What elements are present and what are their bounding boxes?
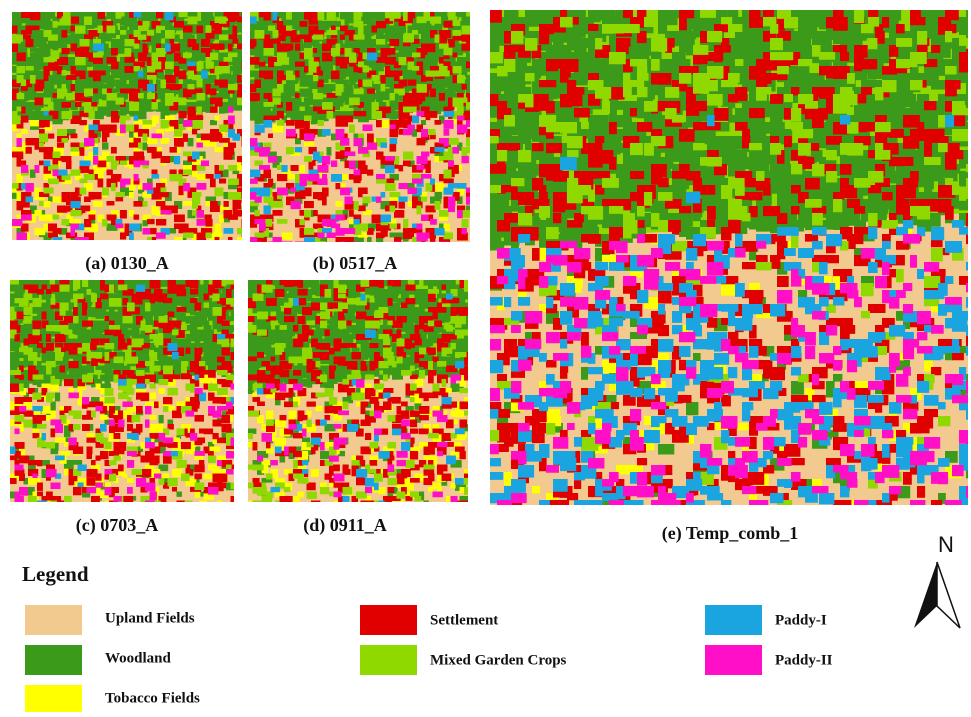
map-panel: (c) 0703_A (10, 280, 234, 536)
legend-label: Upland Fields (105, 610, 195, 626)
map-panel: (b) 0517_A (250, 12, 470, 274)
arrow-left (914, 562, 937, 628)
legend-swatch (25, 685, 82, 712)
legend-label: Tobacco Fields (105, 690, 200, 706)
legend-label: Mixed Garden Crops (430, 652, 567, 668)
legend-swatch (360, 645, 417, 675)
map-panels: (a) 0130_A (b) 0517_A (c) 0703_A (d) 0911_A… (10, 10, 968, 544)
legend-label: Paddy-I (775, 612, 827, 628)
legend-swatch (25, 645, 82, 675)
legend-title: Legend (22, 562, 89, 586)
legend-swatch (705, 605, 762, 635)
legend-label: Settlement (430, 612, 498, 628)
north-label: N (938, 532, 954, 557)
legend-label: Paddy-II (775, 652, 833, 668)
north-arrow: N (914, 532, 960, 628)
legend-label: Woodland (105, 650, 172, 666)
legend-swatch (705, 645, 762, 675)
panel-caption: (d) 0911_A (303, 515, 387, 536)
panel-caption: (a) 0130_A (85, 253, 169, 274)
map-panel: (a) 0130_A (12, 12, 242, 274)
map-panel: (d) 0911_A (248, 280, 468, 536)
panel-caption: (e) Temp_comb_1 (662, 523, 799, 544)
panel-caption: (b) 0517_A (313, 253, 398, 274)
figure: (a) 0130_A (b) 0517_A (c) 0703_A (d) 0911_A… (0, 0, 971, 712)
legend: Legend Upland Fields Woodland Tobacco Fiel… (22, 562, 833, 712)
arrow-right (937, 562, 960, 628)
legend-swatch (25, 605, 82, 635)
panel-caption: (c) 0703_A (76, 515, 158, 536)
legend-swatch (360, 605, 417, 635)
map-panel: (e) Temp_comb_1 (490, 10, 968, 544)
